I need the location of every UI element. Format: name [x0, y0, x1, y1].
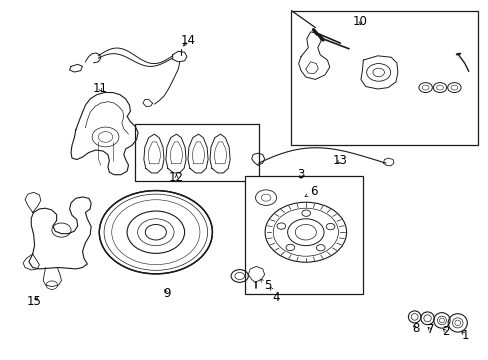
Text: 6: 6: [305, 185, 317, 198]
Text: 5: 5: [260, 279, 271, 292]
Text: 2: 2: [441, 325, 448, 338]
Bar: [291, 11, 477, 145]
Text: 1: 1: [460, 329, 468, 342]
Bar: [135, 124, 258, 181]
Circle shape: [99, 190, 212, 274]
Text: 12: 12: [169, 171, 183, 184]
Text: 8: 8: [411, 322, 418, 335]
Text: 4: 4: [270, 287, 280, 303]
Text: 13: 13: [332, 154, 347, 167]
Text: 10: 10: [352, 15, 367, 28]
Text: 3: 3: [297, 168, 304, 181]
Text: 9: 9: [163, 287, 170, 300]
Text: 15: 15: [27, 295, 42, 308]
Text: 14: 14: [180, 34, 195, 47]
Text: 11: 11: [92, 82, 107, 95]
Bar: [245, 176, 363, 294]
Text: 7: 7: [426, 323, 433, 337]
